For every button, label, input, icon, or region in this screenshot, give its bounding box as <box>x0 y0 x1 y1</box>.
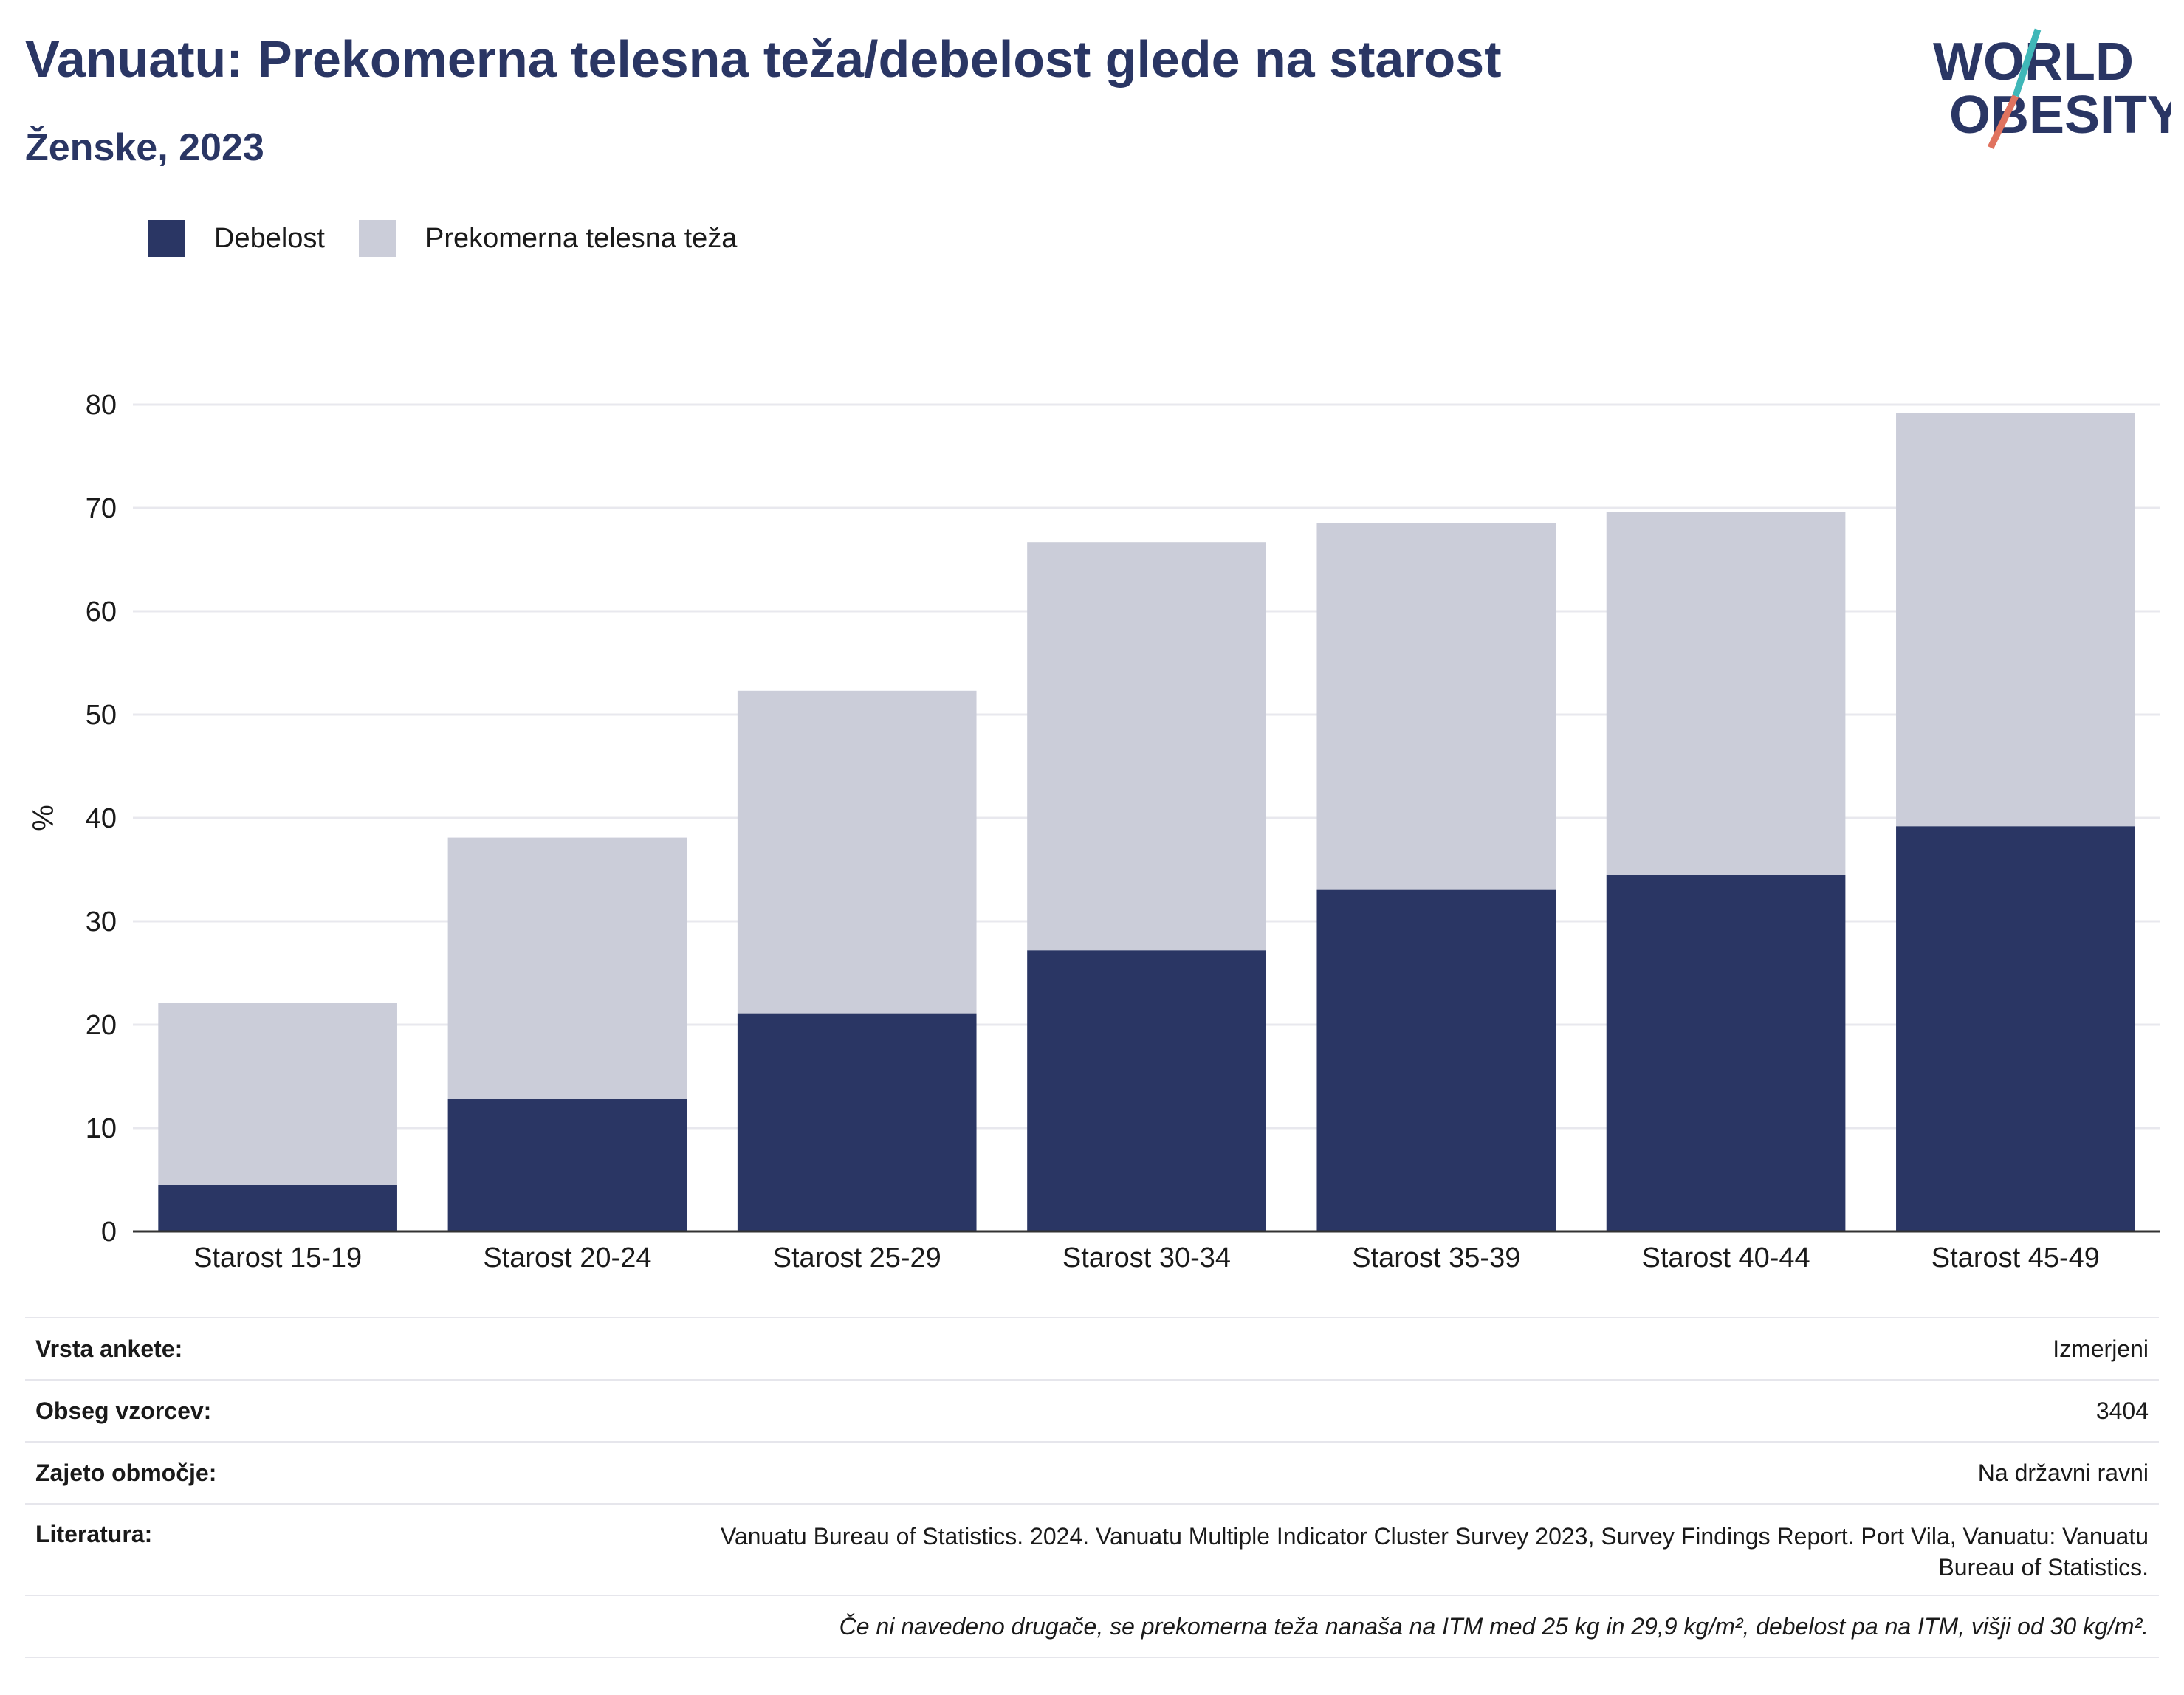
bar-overweight <box>447 837 687 1099</box>
x-tick-label: Starost 15-19 <box>193 1242 362 1270</box>
y-tick-label: 0 <box>101 1217 117 1248</box>
bar-overweight <box>1027 542 1266 951</box>
info-value: Vanuatu Bureau of Statistics. 2024. Vanu… <box>720 1523 2149 1581</box>
bar-obesity <box>1316 889 1556 1231</box>
legend-label-overweight: Prekomerna telesna teža <box>425 222 738 254</box>
y-tick-label: 70 <box>86 493 117 524</box>
bar-obesity <box>1027 950 1266 1231</box>
chart-legend: Debelost Prekomerna telesna teža <box>148 219 771 258</box>
legend-swatch-overweight <box>358 220 396 257</box>
y-tick-label: 10 <box>86 1113 117 1144</box>
info-row-reference: Literatura: Vanuatu Bureau of Statistics… <box>25 1503 2159 1595</box>
bar-obesity <box>1606 875 1846 1231</box>
y-tick-label: 30 <box>86 907 117 938</box>
y-tick-label: 40 <box>86 803 117 834</box>
bar-obesity <box>1896 826 2135 1231</box>
x-tick-label: Starost 30-34 <box>1062 1242 1231 1270</box>
chart-title: Vanuatu: Prekomerna telesna teža/debelos… <box>25 30 1502 88</box>
definition-note: Če ni navedeno drugače, se prekomerna te… <box>25 1595 2159 1658</box>
info-value: Izmerjeni <box>2053 1335 2149 1362</box>
x-tick-label: Starost 40-44 <box>1642 1242 1810 1270</box>
survey-info-table: Vrsta ankete: Izmerjeni Obseg vzorcev: 3… <box>25 1317 2159 1658</box>
y-tick-label: 60 <box>86 596 117 628</box>
info-row-survey-type: Vrsta ankete: Izmerjeni <box>25 1317 2159 1379</box>
bar-obesity <box>737 1013 977 1231</box>
legend-swatch-obesity <box>148 220 185 257</box>
bar-overweight <box>737 690 977 1014</box>
bar-overweight <box>1606 512 1846 875</box>
x-tick-label: Starost 35-39 <box>1352 1242 1520 1270</box>
y-tick-label: 50 <box>86 700 117 731</box>
legend-item-overweight: Prekomerna telesna teža <box>358 220 738 257</box>
bar-overweight <box>1316 523 1556 890</box>
info-label: Obseg vzorcev: <box>35 1397 212 1424</box>
y-tick-label: 20 <box>86 1010 117 1041</box>
info-label: Vrsta ankete: <box>35 1335 183 1362</box>
y-axis-label: % <box>27 805 60 831</box>
world-obesity-logo: WORLD OBESITY <box>1933 28 2171 149</box>
stacked-bar-chart: 0 10 20 30 40 50 60 70 80% Starost 15-19 Starost 2… <box>27 390 2160 1270</box>
bar-overweight <box>1896 413 2135 827</box>
info-row-coverage: Zajeto območje: Na državni ravni <box>25 1441 2159 1503</box>
info-label: Zajeto območje: <box>35 1459 217 1486</box>
y-tick-label: 80 <box>86 390 117 421</box>
x-tick-label: Starost 45-49 <box>1931 1242 2100 1270</box>
legend-item-obesity: Debelost <box>148 220 325 257</box>
chart-subtitle: Ženske, 2023 <box>25 126 264 169</box>
info-value: Na državni ravni <box>1977 1459 2149 1486</box>
svg-text:OBESITY: OBESITY <box>1949 86 2171 145</box>
x-tick-label: Starost 20-24 <box>483 1242 651 1270</box>
bar-obesity <box>158 1185 397 1231</box>
legend-label-obesity: Debelost <box>214 222 325 254</box>
info-row-sample-size: Obseg vzorcev: 3404 <box>25 1379 2159 1441</box>
bar-obesity <box>447 1099 687 1231</box>
info-label: Literatura: <box>35 1521 153 1547</box>
info-value: 3404 <box>2095 1397 2149 1424</box>
bar-overweight <box>158 1003 397 1185</box>
x-tick-label: Starost 25-29 <box>773 1242 941 1270</box>
